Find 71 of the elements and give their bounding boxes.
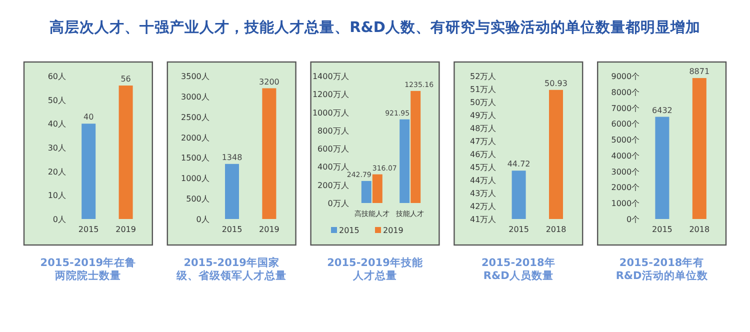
y-tick-label: 0万人 (328, 199, 349, 208)
x-tick-label: 2019 (116, 225, 136, 234)
y-tick-label: 1000个 (611, 199, 640, 208)
y-tick-label: 51万人 (470, 85, 496, 94)
y-tick-label: 10人 (48, 191, 66, 200)
data-label: 6432 (652, 106, 672, 115)
y-tick-label: 600万人 (318, 144, 349, 154)
x-tick-label: 2018 (689, 225, 710, 234)
y-tick-label: 45万人 (470, 163, 496, 172)
data-label: 3200 (259, 77, 280, 86)
y-tick-label: 0人 (52, 215, 66, 224)
y-tick-label: 20人 (48, 167, 66, 176)
y-tick-label: 5000个 (611, 136, 640, 145)
y-tick-label: 41万人 (470, 215, 496, 224)
y-tick-label: 30人 (48, 144, 66, 152)
x-tick-label: 2018 (546, 225, 566, 234)
y-tick-label: 0人 (196, 215, 210, 224)
y-tick-label: 800万人 (318, 126, 349, 136)
y-tick-label: 50人 (48, 96, 66, 105)
y-tick-label: 2000人 (181, 133, 210, 142)
y-tick-label: 49万人 (470, 111, 496, 120)
y-tick-label: 200万人 (318, 180, 349, 190)
data-label: 8871 (689, 67, 710, 76)
y-tick-label: 40人 (48, 120, 66, 129)
y-tick-label: 47万人 (470, 137, 496, 146)
y-tick-label: 1200万人 (312, 90, 349, 100)
y-tick-label: 2500人 (181, 112, 210, 122)
data-label: 40 (84, 112, 94, 122)
x-tick-label: 2019 (259, 225, 280, 234)
data-label: 1348 (222, 152, 242, 162)
y-tick-label: 500人 (186, 194, 210, 204)
x-axis-title: 2015-2019年在鲁两院院士数量 (40, 256, 136, 282)
y-tick-label: 400万人 (318, 162, 349, 172)
data-label: 50.93 (544, 78, 568, 88)
y-tick-label: 60人 (48, 72, 66, 81)
y-tick-label: 3000人 (181, 92, 210, 102)
data-label: 44.72 (507, 160, 530, 169)
y-tick-label: 3500人 (181, 72, 210, 81)
x-tick-label: 2015 (222, 225, 242, 234)
data-label: 56 (120, 74, 131, 84)
x-tick-label: 2015 (78, 225, 99, 234)
y-tick-label: 6000个 (611, 120, 640, 129)
y-tick-label: 44万人 (470, 176, 496, 185)
y-tick-label: 42万人 (470, 202, 496, 211)
y-tick-label: 9000个 (611, 72, 640, 81)
x-axis-title: 2015-2019年国家级、省级领军人才总量 (176, 256, 287, 282)
y-tick-label: 43万人 (470, 189, 496, 198)
x-tick-label: 2015 (508, 225, 529, 234)
y-tick-label: 3000个 (611, 167, 640, 176)
y-tick-label: 48万人 (470, 124, 496, 133)
y-tick-label: 8000个 (611, 88, 640, 97)
y-tick-label: 7000个 (611, 104, 640, 113)
text: 高层次人才、十强产业人才，技能人才总量、R&D人数、有研究与实验活动的单位数量都明显增加 (50, 18, 700, 36)
y-tick-label: 50万人 (470, 98, 496, 107)
x-axis-title: 2015-2018年有R&D活动的单位数 (616, 256, 709, 282)
y-tick-label: 1400万人 (312, 72, 349, 81)
y-tick-label: 52万人 (470, 72, 496, 81)
y-tick-label: 4000个 (611, 151, 640, 160)
y-tick-label: 1500人 (181, 154, 210, 163)
y-tick-label: 1000万人 (312, 108, 349, 118)
y-tick-label: 46万人 (470, 150, 496, 159)
bar (372, 174, 382, 203)
y-tick-label: 2000个 (611, 183, 640, 192)
y-tick-label: 0个 (626, 215, 640, 224)
bar (410, 90, 421, 203)
bar (361, 180, 372, 203)
x-axis-title: 2015-2018年R&D人员数量 (481, 256, 556, 282)
x-axis-title: 2015-2019年技能人才总量 (327, 256, 424, 282)
y-tick-label: 1000人 (181, 174, 210, 184)
x-tick-label: 2015 (652, 225, 672, 234)
bar (400, 119, 410, 203)
